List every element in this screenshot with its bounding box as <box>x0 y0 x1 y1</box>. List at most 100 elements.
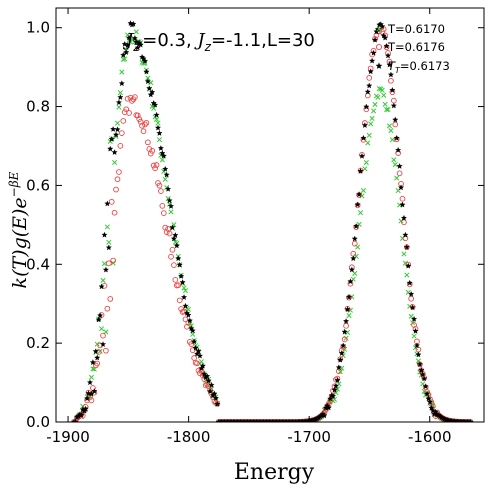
series-2 <box>71 24 474 422</box>
point-star <box>364 88 371 95</box>
point-star <box>424 390 431 397</box>
point-star <box>152 101 159 108</box>
point-circle <box>114 176 121 183</box>
point-star <box>390 102 397 109</box>
point-circle <box>120 118 127 124</box>
y-tick-label: 0.0 <box>26 413 50 431</box>
point-star <box>384 52 392 59</box>
legend-marker-x <box>376 26 382 32</box>
point-star <box>101 231 108 238</box>
point-x <box>156 137 162 143</box>
point-x <box>159 157 165 163</box>
point-x <box>404 272 410 278</box>
point-star <box>366 82 373 89</box>
point-circle <box>142 121 148 128</box>
point-star <box>154 124 162 131</box>
point-star <box>426 398 434 405</box>
point-star <box>85 390 92 396</box>
point-star <box>141 57 149 64</box>
point-star <box>386 61 393 68</box>
point-circle <box>158 188 164 194</box>
point-star <box>185 311 192 318</box>
point-circle <box>88 397 95 404</box>
point-x <box>120 56 126 63</box>
point-star <box>325 404 332 411</box>
point-circle <box>129 98 135 104</box>
point-star <box>172 232 179 238</box>
point-star <box>111 149 118 155</box>
point-circle <box>175 282 182 289</box>
point-star <box>334 377 341 383</box>
point-star <box>169 224 176 231</box>
point-star <box>196 352 203 359</box>
point-x <box>401 251 407 257</box>
point-star <box>392 116 399 123</box>
point-x <box>142 60 148 66</box>
point-star <box>165 185 172 192</box>
point-star <box>415 351 422 358</box>
point-x <box>94 341 100 347</box>
point-circle <box>396 170 403 177</box>
point-circle <box>411 322 417 328</box>
point-circle <box>168 253 174 260</box>
point-x <box>363 159 369 166</box>
legend-label-3: TT=0.6173 <box>388 59 450 75</box>
y-tick-label: 0.6 <box>26 176 50 194</box>
point-circle <box>94 360 101 367</box>
point-x <box>187 320 193 326</box>
plot-area <box>71 20 474 422</box>
point-star <box>367 68 374 75</box>
point-circle <box>171 262 177 268</box>
point-circle <box>153 162 160 168</box>
point-x <box>116 104 122 110</box>
point-star <box>153 111 160 118</box>
point-x <box>153 116 160 122</box>
point-star <box>105 244 112 251</box>
point-star <box>375 62 383 69</box>
point-star <box>360 134 367 141</box>
point-circle <box>160 210 167 216</box>
point-circle <box>351 240 358 247</box>
point-star <box>347 278 354 285</box>
point-circle <box>145 139 151 146</box>
point-star <box>389 86 396 93</box>
point-circle <box>191 355 198 361</box>
point-circle <box>134 112 141 119</box>
point-star <box>408 290 415 297</box>
point-star <box>412 327 419 334</box>
point-circle <box>379 29 386 35</box>
point-star <box>393 134 400 141</box>
point-circle <box>117 143 124 149</box>
point-x <box>122 56 128 62</box>
point-circle <box>139 122 145 129</box>
y-axis-label: k(T)g(E)e−βE <box>7 171 31 288</box>
legend: T=0.6170 T=0.6176 TT=0.6173 <box>375 22 450 75</box>
point-star <box>123 49 130 55</box>
point-x <box>388 127 394 134</box>
plot-frame <box>55 7 485 423</box>
point-circle <box>105 260 112 267</box>
point-star <box>369 57 376 64</box>
point-x <box>117 90 123 96</box>
legend-label-2: T=0.6176 <box>387 40 445 54</box>
point-x <box>382 101 388 107</box>
point-x <box>371 108 377 114</box>
point-circle <box>113 186 119 193</box>
point-star <box>416 361 423 367</box>
point-circle <box>143 119 150 126</box>
point-circle <box>100 332 106 339</box>
point-x <box>391 157 397 163</box>
point-star <box>214 400 221 407</box>
point-star <box>338 350 345 356</box>
point-star <box>363 103 370 110</box>
point-star <box>340 342 347 349</box>
point-star <box>175 255 182 262</box>
point-star <box>117 94 124 100</box>
point-star <box>354 201 361 208</box>
point-star <box>331 386 338 393</box>
point-star <box>97 312 104 319</box>
point-x <box>346 312 352 319</box>
point-x <box>394 175 400 181</box>
point-circle <box>166 230 173 237</box>
point-star <box>337 356 344 363</box>
